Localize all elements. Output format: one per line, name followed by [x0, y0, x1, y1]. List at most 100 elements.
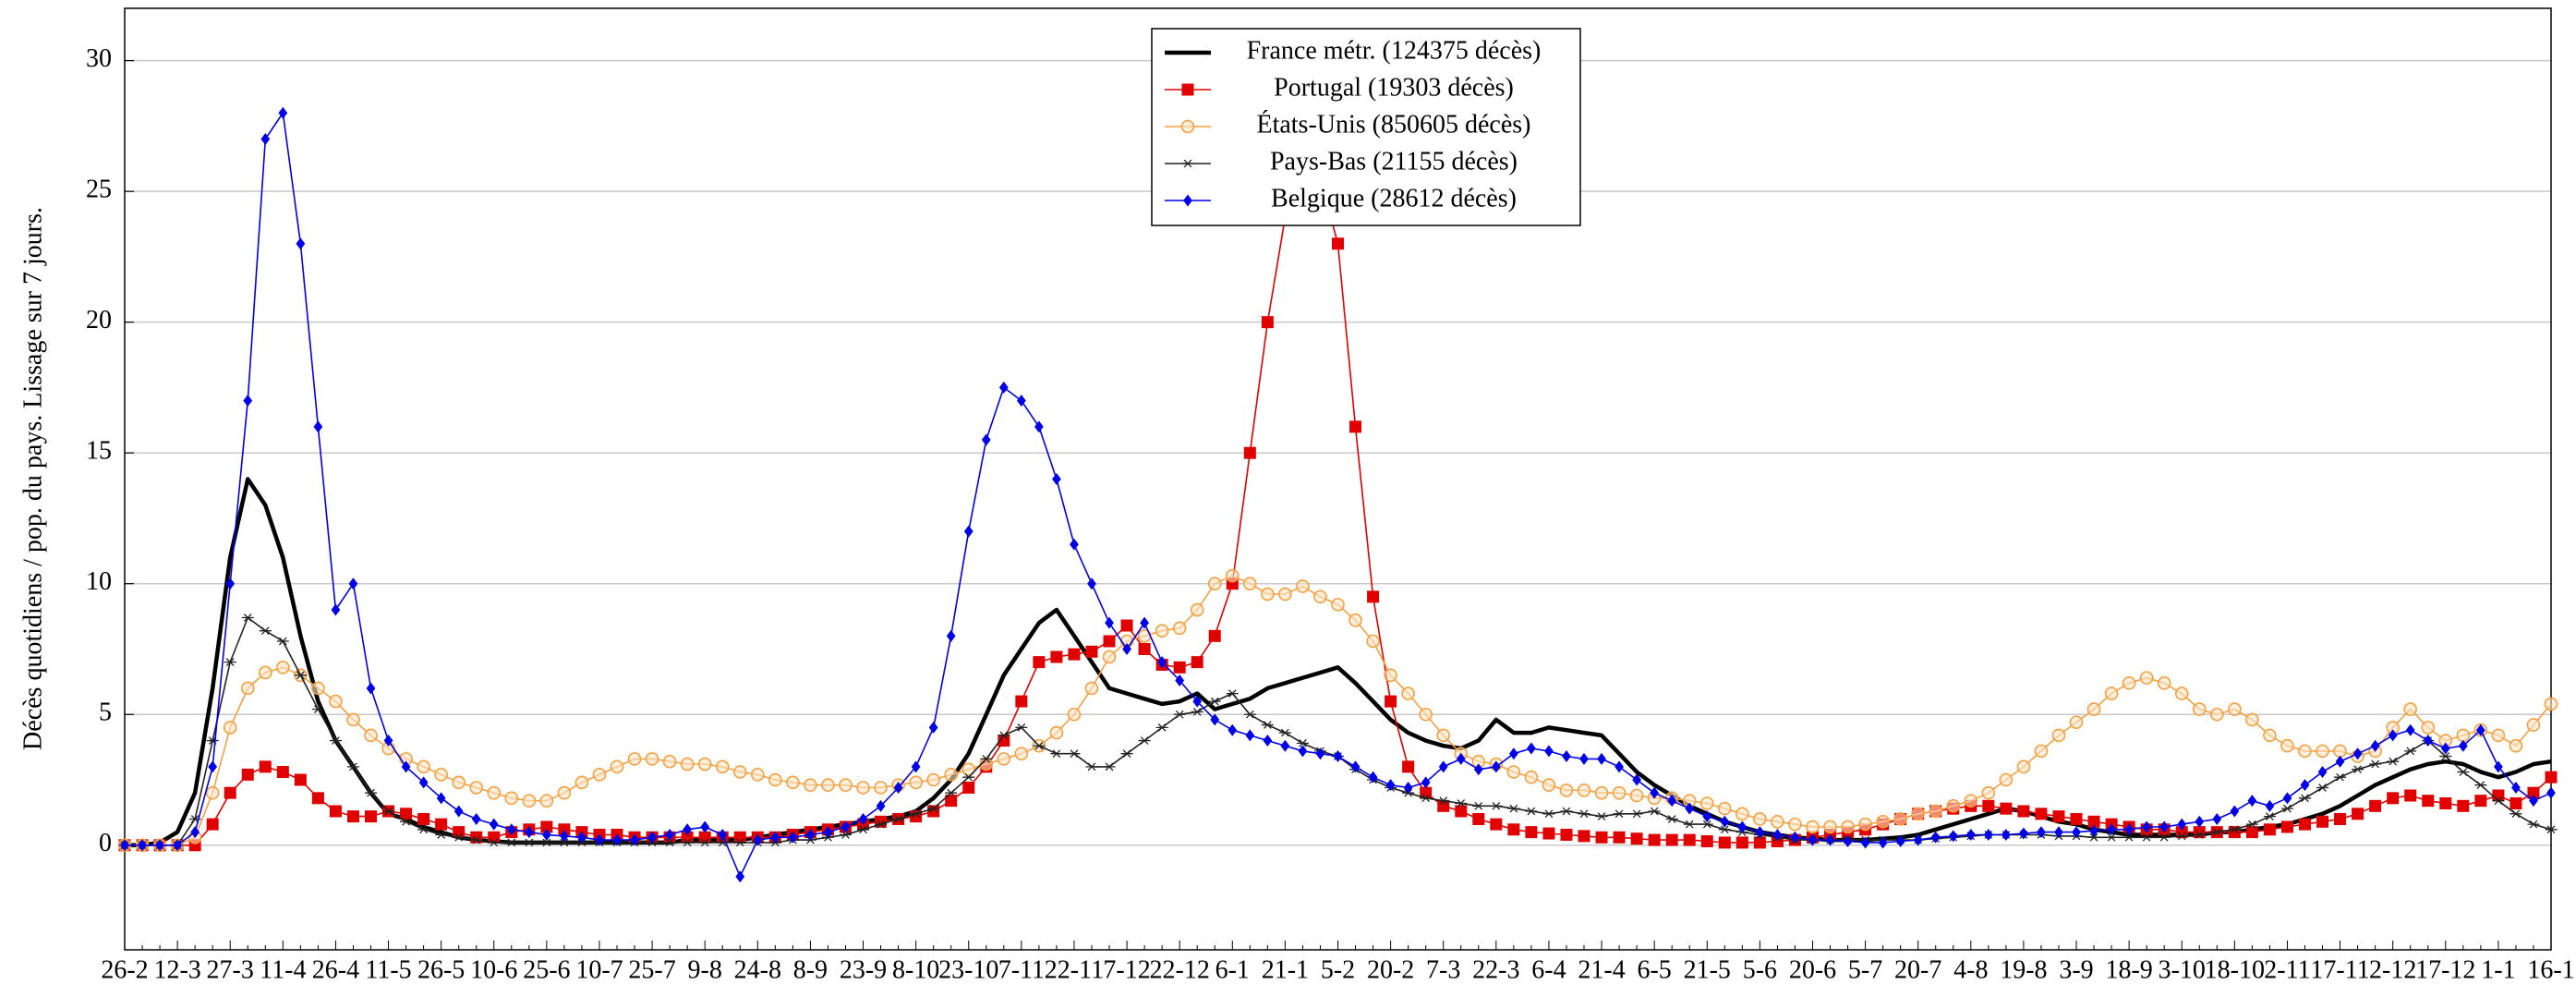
- marker-square: [733, 831, 746, 844]
- marker-square: [1138, 642, 1151, 655]
- marker-star: [945, 788, 958, 797]
- marker-star: [346, 762, 359, 771]
- marker-circle: [1348, 613, 1362, 627]
- marker-diamond: [2546, 786, 2556, 799]
- marker-circle: [2034, 744, 2049, 759]
- marker-circle: [1823, 820, 1837, 834]
- marker-square: [1402, 760, 1415, 773]
- legend-label: Portugal (19303 décès): [1274, 73, 1514, 102]
- marker-square: [2439, 796, 2452, 809]
- marker-star: [2280, 804, 2293, 813]
- marker-square: [1735, 836, 1748, 849]
- marker-circle: [1841, 820, 1855, 834]
- marker-circle: [1788, 817, 1802, 832]
- marker-diamond: [1948, 830, 1958, 843]
- marker-star: [453, 832, 466, 842]
- marker-star: [1455, 799, 1468, 808]
- marker-diamond: [2247, 795, 2257, 808]
- marker-diamond: [2037, 826, 2046, 839]
- marker-diamond: [2107, 823, 2116, 836]
- y-tick-label: 5: [99, 699, 112, 727]
- marker-diamond: [348, 577, 358, 590]
- marker-star: [365, 788, 378, 797]
- plot-frame: [124, 7, 2552, 951]
- marker-circle: [909, 775, 923, 790]
- marker-star: [681, 838, 694, 847]
- marker-circle: [240, 681, 255, 696]
- marker-star: [488, 838, 501, 847]
- marker-square: [1718, 836, 1731, 849]
- marker-diamond: [366, 682, 376, 695]
- marker-circle: [1172, 621, 1187, 636]
- x-tick-label: 9-8: [688, 955, 722, 984]
- marker-square: [2492, 789, 2505, 802]
- marker-star: [1420, 794, 1433, 803]
- marker-diamond: [1421, 776, 1431, 789]
- marker-star: [1595, 812, 1608, 821]
- marker-circle: [1366, 634, 1380, 649]
- marker-square: [1173, 661, 1186, 674]
- marker-star: [1630, 809, 1643, 819]
- x-tick-label: 18-9: [2105, 955, 2152, 984]
- marker-star: [1525, 807, 1538, 816]
- marker-square: [276, 766, 289, 779]
- marker-diamond: [1140, 616, 1149, 629]
- y-tick-label: 15: [86, 437, 112, 466]
- marker-diamond: [2054, 826, 2063, 839]
- marker-star: [2352, 765, 2364, 774]
- marker-star: [505, 838, 518, 847]
- marker-diamond: [436, 792, 446, 805]
- marker-square: [1507, 823, 1520, 836]
- marker-star: [1191, 708, 1203, 716]
- marker-star: [224, 658, 236, 666]
- marker-circle: [1331, 598, 1345, 612]
- marker-diamond: [1790, 831, 1800, 844]
- marker-circle: [1313, 589, 1327, 604]
- marker-square: [1525, 826, 1538, 839]
- marker-square: [417, 812, 430, 825]
- marker-square: [962, 782, 975, 795]
- marker-diamond: [1860, 836, 1870, 849]
- marker-square: [2000, 802, 2013, 815]
- marker-square: [2052, 810, 2065, 823]
- x-tick-label: 23-9: [840, 955, 887, 984]
- marker-square: [1542, 827, 1555, 840]
- marker-circle: [1506, 765, 1521, 779]
- marker-star: [1613, 809, 1626, 819]
- marker-square: [2457, 799, 2470, 812]
- marker-circle: [997, 752, 1011, 766]
- marker-circle: [1084, 681, 1099, 696]
- marker-diamond: [1527, 742, 1536, 755]
- marker-diamond: [2300, 779, 2310, 792]
- marker-circle: [662, 754, 677, 769]
- marker-star: [259, 626, 272, 636]
- marker-star: [241, 613, 254, 622]
- marker-diamond: [718, 828, 728, 841]
- marker-diamond: [2352, 747, 2363, 760]
- marker-star: [1103, 762, 1116, 771]
- marker-diamond: [2072, 826, 2081, 839]
- marker-diamond: [2159, 820, 2170, 833]
- marker-square: [2422, 795, 2435, 808]
- marker-diamond: [2458, 739, 2468, 752]
- marker-diamond: [823, 826, 833, 839]
- legend-label: France métr. (124375 décès): [1247, 36, 1542, 65]
- marker-square: [1085, 645, 1098, 658]
- marker-star: [1490, 801, 1503, 810]
- x-tick-label: 8-10: [892, 955, 939, 984]
- marker-star: [2492, 796, 2505, 806]
- marker-square: [2404, 789, 2417, 802]
- marker-diamond: [1597, 752, 1606, 765]
- marker-circle: [1180, 119, 1195, 134]
- marker-diamond: [2317, 766, 2328, 779]
- marker-diamond: [1685, 802, 1695, 815]
- y-tick-label: 25: [86, 176, 112, 204]
- marker-diamond: [1913, 833, 1923, 846]
- marker-square: [2545, 771, 2558, 784]
- marker-diamond: [506, 823, 516, 836]
- marker-square: [1455, 805, 1468, 818]
- marker-diamond: [665, 828, 674, 841]
- marker-diamond: [1825, 833, 1835, 846]
- marker-square: [2334, 812, 2347, 825]
